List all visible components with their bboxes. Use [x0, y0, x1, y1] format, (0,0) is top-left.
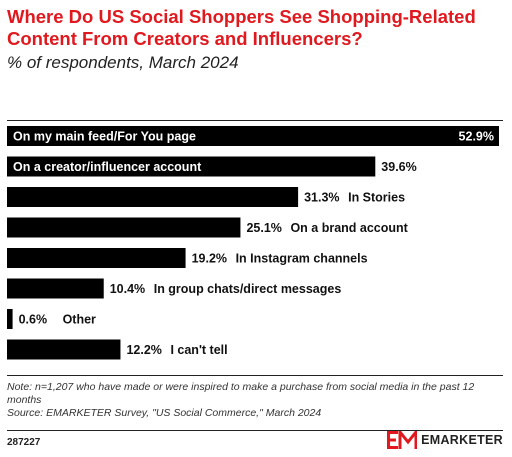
bar-value-label: 39.6%: [381, 160, 416, 174]
bar: [7, 248, 186, 268]
bar: [7, 309, 13, 329]
bar-category-label: In Stories: [348, 191, 405, 205]
bar-row-in-group-chats-direct-messages: 10.4% In group chats/direct messages: [7, 278, 342, 299]
chart-header: Where Do US Social Shoppers See Shopping…: [7, 6, 503, 73]
bar-row-i-can-t-tell: 12.2% I can't tell: [7, 339, 228, 360]
bar-row-on-a-brand-account: 25.1% On a brand account: [7, 217, 409, 238]
bar-value-label: 10.4%: [110, 282, 145, 296]
brand-name: EMARKETER: [421, 433, 503, 447]
footnote: Note: n=1,207 who have made or were insp…: [7, 381, 503, 420]
bar-row-in-stories: 31.3% In Stories: [7, 187, 405, 207]
bar-category-label: Other: [63, 313, 96, 327]
bar-category-label: In Instagram channels: [236, 252, 368, 266]
bar-row-on-my-main-feed-for-you-page: On my main feed/For You page 52.9%: [7, 126, 499, 146]
source-text: Source: EMARKETER Survey, "US Social Com…: [7, 407, 322, 419]
chart-title: Where Do US Social Shoppers See Shopping…: [7, 6, 476, 49]
bar: [7, 217, 241, 238]
bar-value-label: 31.3%: [304, 191, 339, 205]
bar-row-on-a-creator-influencer-account: On a creator/influencer account 39.6%: [7, 156, 417, 177]
brand-logo: EMARKETER: [387, 429, 503, 451]
bar: [7, 156, 376, 177]
emarketer-logo-icon: [387, 431, 418, 449]
bottom-divider: [7, 375, 503, 376]
footer-divider: [7, 430, 503, 431]
chart-id: 287227: [7, 437, 41, 448]
bar-category-label: On a creator/influencer account: [13, 160, 202, 174]
bar-category-label: In group chats/direct messages: [154, 282, 342, 296]
bar-value-label: 25.1%: [246, 221, 281, 235]
bar-row-other: 0.6% Other: [7, 309, 96, 329]
chart-subtitle: % of respondents, March 2024: [7, 53, 239, 72]
bar-value-label: 0.6%: [19, 313, 47, 327]
bar-value-label: 52.9%: [459, 130, 494, 144]
bar-value-label: 19.2%: [192, 252, 227, 266]
bar-row-in-instagram-channels: 19.2% In Instagram channels: [7, 248, 368, 268]
bar: [7, 187, 299, 207]
bar-category-label: I can't tell: [170, 343, 227, 357]
bar: [7, 126, 499, 146]
note-text: Note: n=1,207 who have made or were insp…: [7, 381, 475, 406]
top-divider: [7, 120, 503, 121]
bar: [7, 278, 104, 299]
bar-category-label: On a brand account: [290, 221, 408, 235]
bar-value-label: 12.2%: [126, 343, 161, 357]
bar-chart: On my main feed/For You page 52.9% On a cr…: [7, 126, 499, 360]
bar-category-label: On my main feed/For You page: [13, 130, 196, 144]
bar: [7, 339, 121, 360]
